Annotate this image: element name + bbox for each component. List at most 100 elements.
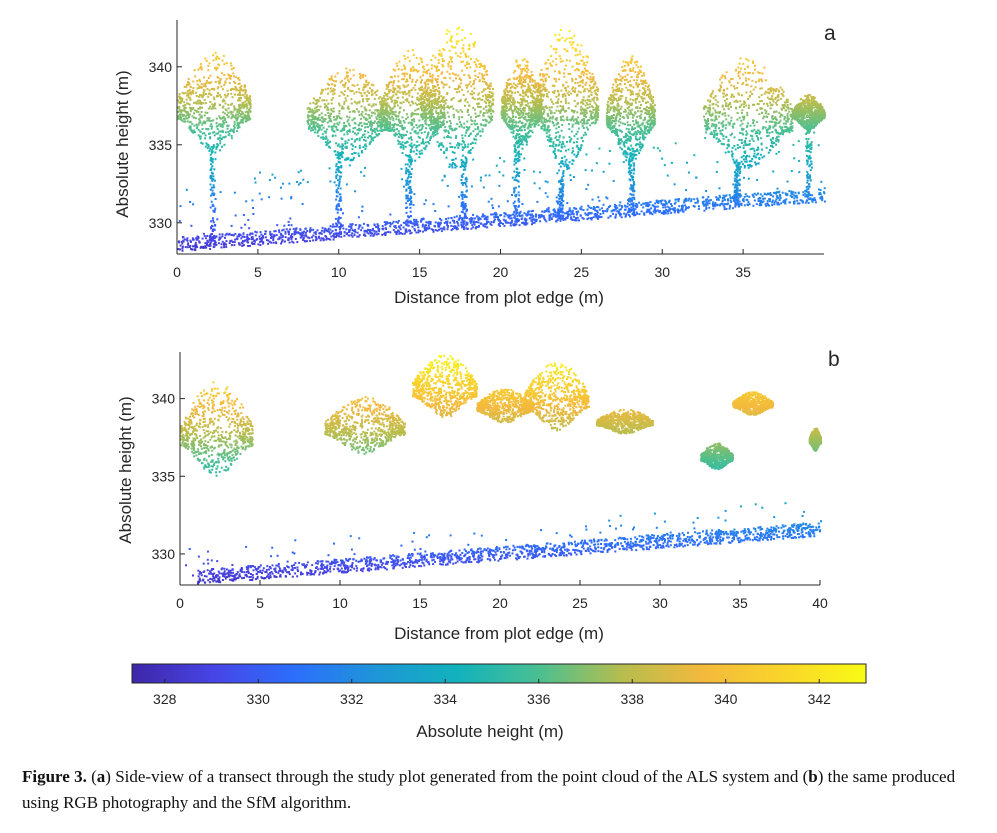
point-cloud-point [381, 227, 384, 230]
point-cloud-point [441, 97, 444, 100]
point-cloud-point [416, 70, 419, 73]
point-cloud-point [480, 222, 483, 225]
point-cloud-point [629, 215, 631, 218]
point-cloud-point [531, 213, 533, 216]
point-cloud-point [419, 230, 422, 233]
point-cloud-point [192, 90, 195, 93]
point-cloud-point [206, 119, 209, 122]
point-cloud-point [330, 102, 333, 105]
point-cloud-point [760, 200, 763, 202]
point-cloud-point [324, 118, 327, 120]
point-cloud-point [211, 189, 214, 192]
point-cloud-point [569, 213, 571, 216]
point-cloud-point [441, 227, 444, 230]
point-cloud-point [411, 128, 414, 131]
point-cloud-point [397, 142, 400, 145]
point-cloud-point [387, 115, 390, 118]
point-cloud-point [779, 197, 782, 200]
point-cloud-point [488, 84, 491, 87]
point-cloud-point [374, 91, 377, 93]
point-cloud-point [213, 98, 216, 101]
point-cloud-point [482, 112, 485, 115]
point-cloud-point [324, 114, 327, 116]
point-cloud-point [448, 163, 451, 166]
point-cloud-point [450, 65, 452, 68]
point-cloud-point [377, 224, 380, 227]
point-cloud-point [454, 164, 457, 166]
point-cloud-point [482, 119, 485, 122]
point-cloud-point [422, 93, 424, 96]
point-cloud-point [445, 99, 448, 102]
point-cloud-point [227, 107, 230, 110]
point-cloud-point [364, 148, 367, 150]
point-cloud-point [474, 227, 477, 230]
point-cloud-point [180, 113, 183, 116]
point-cloud-point [517, 82, 520, 85]
point-cloud-point [239, 234, 242, 237]
point-cloud-point [424, 141, 427, 144]
point-cloud-point [520, 85, 523, 88]
point-cloud-point [449, 127, 451, 130]
point-cloud-point [486, 83, 489, 86]
point-cloud-point [310, 129, 312, 132]
point-cloud-point [218, 123, 221, 126]
point-cloud-point [458, 144, 460, 147]
point-cloud-point [459, 109, 462, 112]
point-cloud-point [227, 124, 230, 127]
point-cloud-point [234, 93, 236, 96]
point-cloud-point [623, 204, 626, 207]
point-cloud-point [388, 91, 391, 94]
point-cloud-point [214, 198, 217, 200]
point-cloud-point [345, 67, 348, 70]
point-cloud-point [323, 99, 325, 102]
point-cloud-point [343, 133, 346, 136]
point-cloud-point [226, 89, 229, 92]
point-cloud-point [350, 102, 353, 105]
point-cloud-point [318, 128, 321, 131]
point-cloud-point [203, 235, 206, 237]
point-cloud-point [764, 203, 767, 206]
point-cloud-point [472, 92, 475, 95]
point-cloud-point [210, 81, 213, 84]
point-cloud-point [354, 224, 357, 226]
point-cloud-point [237, 233, 240, 236]
point-cloud-point [512, 71, 515, 74]
point-cloud-point [484, 88, 487, 91]
point-cloud-point [361, 151, 364, 154]
point-cloud-point [375, 94, 378, 97]
point-cloud-point [371, 229, 374, 232]
point-cloud-point [409, 180, 412, 182]
point-cloud-point [568, 207, 571, 210]
point-cloud-point [535, 213, 537, 216]
point-cloud-point [795, 194, 798, 197]
point-cloud-point [397, 75, 400, 78]
point-cloud-point [242, 106, 245, 109]
point-cloud-point [517, 91, 519, 94]
point-cloud-point [364, 139, 367, 142]
point-cloud-point [665, 202, 668, 205]
point-cloud-point [502, 114, 505, 117]
point-cloud-point [364, 118, 367, 121]
point-cloud-point [409, 77, 412, 80]
point-cloud-point [360, 124, 363, 127]
point-cloud-point [311, 110, 314, 113]
point-cloud-point [658, 200, 660, 203]
point-cloud-point [443, 222, 446, 224]
point-cloud-point [439, 227, 442, 230]
point-cloud-point [794, 195, 797, 198]
point-cloud-point [589, 212, 592, 215]
point-cloud-point [290, 235, 292, 237]
point-cloud-point [348, 230, 350, 233]
point-cloud-point [801, 200, 804, 203]
point-cloud-point [445, 41, 448, 44]
point-cloud-point [347, 157, 350, 160]
point-cloud-point [181, 247, 184, 250]
point-cloud-point [211, 217, 214, 220]
point-cloud-point [768, 200, 771, 203]
point-cloud-point [332, 107, 335, 110]
point-cloud-point [759, 193, 762, 196]
point-cloud-point [446, 224, 449, 226]
point-cloud-point [395, 93, 398, 96]
point-cloud-point [462, 44, 465, 47]
point-cloud-point [455, 215, 458, 218]
